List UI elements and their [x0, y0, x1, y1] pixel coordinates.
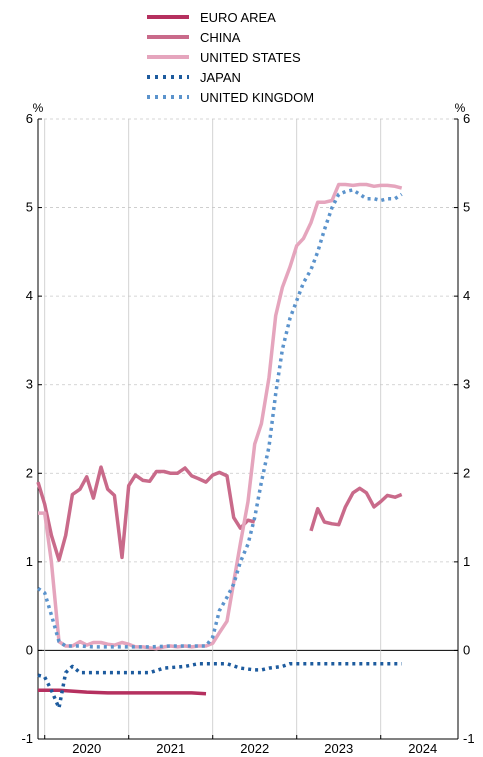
y-tick-label-right: 0 [463, 642, 470, 657]
series-line-united-kingdom [37, 188, 403, 649]
legend: EURO AREA CHINA UNITED STATES JAPAN UNITED K… [147, 10, 314, 105]
legend-label-united-states: UNITED STATES [200, 50, 301, 65]
x-tick-label: 2022 [240, 741, 269, 756]
x-tick-label: 2020 [72, 741, 101, 756]
y-tick-label-left: 2 [26, 465, 33, 480]
y-tick-label-left: 0 [26, 642, 33, 657]
y-tick-label-right: 6 [463, 111, 470, 126]
legend-label-united-kingdom: UNITED KINGDOM [200, 90, 314, 105]
y-tick-label-right: 2 [463, 465, 470, 480]
series-group [36, 182, 403, 710]
left-axis-unit-label: % [33, 101, 44, 115]
legend-label-china: CHINA [200, 30, 241, 45]
legend-label-euro-area: EURO AREA [200, 10, 276, 25]
y-tick-label-right: 4 [463, 288, 470, 303]
y-tick-label-right: 3 [463, 377, 470, 392]
y-tick-label-left: 1 [26, 554, 33, 569]
x-tick-label: 2021 [156, 741, 185, 756]
y-tick-label-left: 4 [26, 288, 33, 303]
x-tick-label: 2023 [324, 741, 353, 756]
y-tick-label-right: -1 [463, 731, 475, 746]
series-line-euro-area [38, 688, 207, 696]
x-tick-label: 2024 [408, 741, 437, 756]
right-axis-unit-label: % [455, 101, 466, 115]
series-line-china [36, 465, 256, 562]
legend-label-japan: JAPAN [200, 70, 241, 85]
y-tick-label-left: -1 [21, 731, 33, 746]
y-tick-label-left: 3 [26, 377, 33, 392]
series-line-japan [37, 661, 402, 710]
tick-labels: -1 -1 0 0 1 1 2 2 3 3 4 4 5 5 6 6 2020 2021 2022 2023 2024 [21, 111, 474, 756]
axes [37, 118, 459, 740]
y-tick-label-left: 5 [26, 200, 33, 215]
y-tick-label-right: 1 [463, 554, 470, 569]
series-line-united-states [38, 182, 403, 651]
grid [38, 118, 458, 739]
y-tick-label-right: 5 [463, 200, 470, 215]
y-tick-label-left: 6 [26, 111, 33, 126]
series-line-china [309, 486, 403, 532]
